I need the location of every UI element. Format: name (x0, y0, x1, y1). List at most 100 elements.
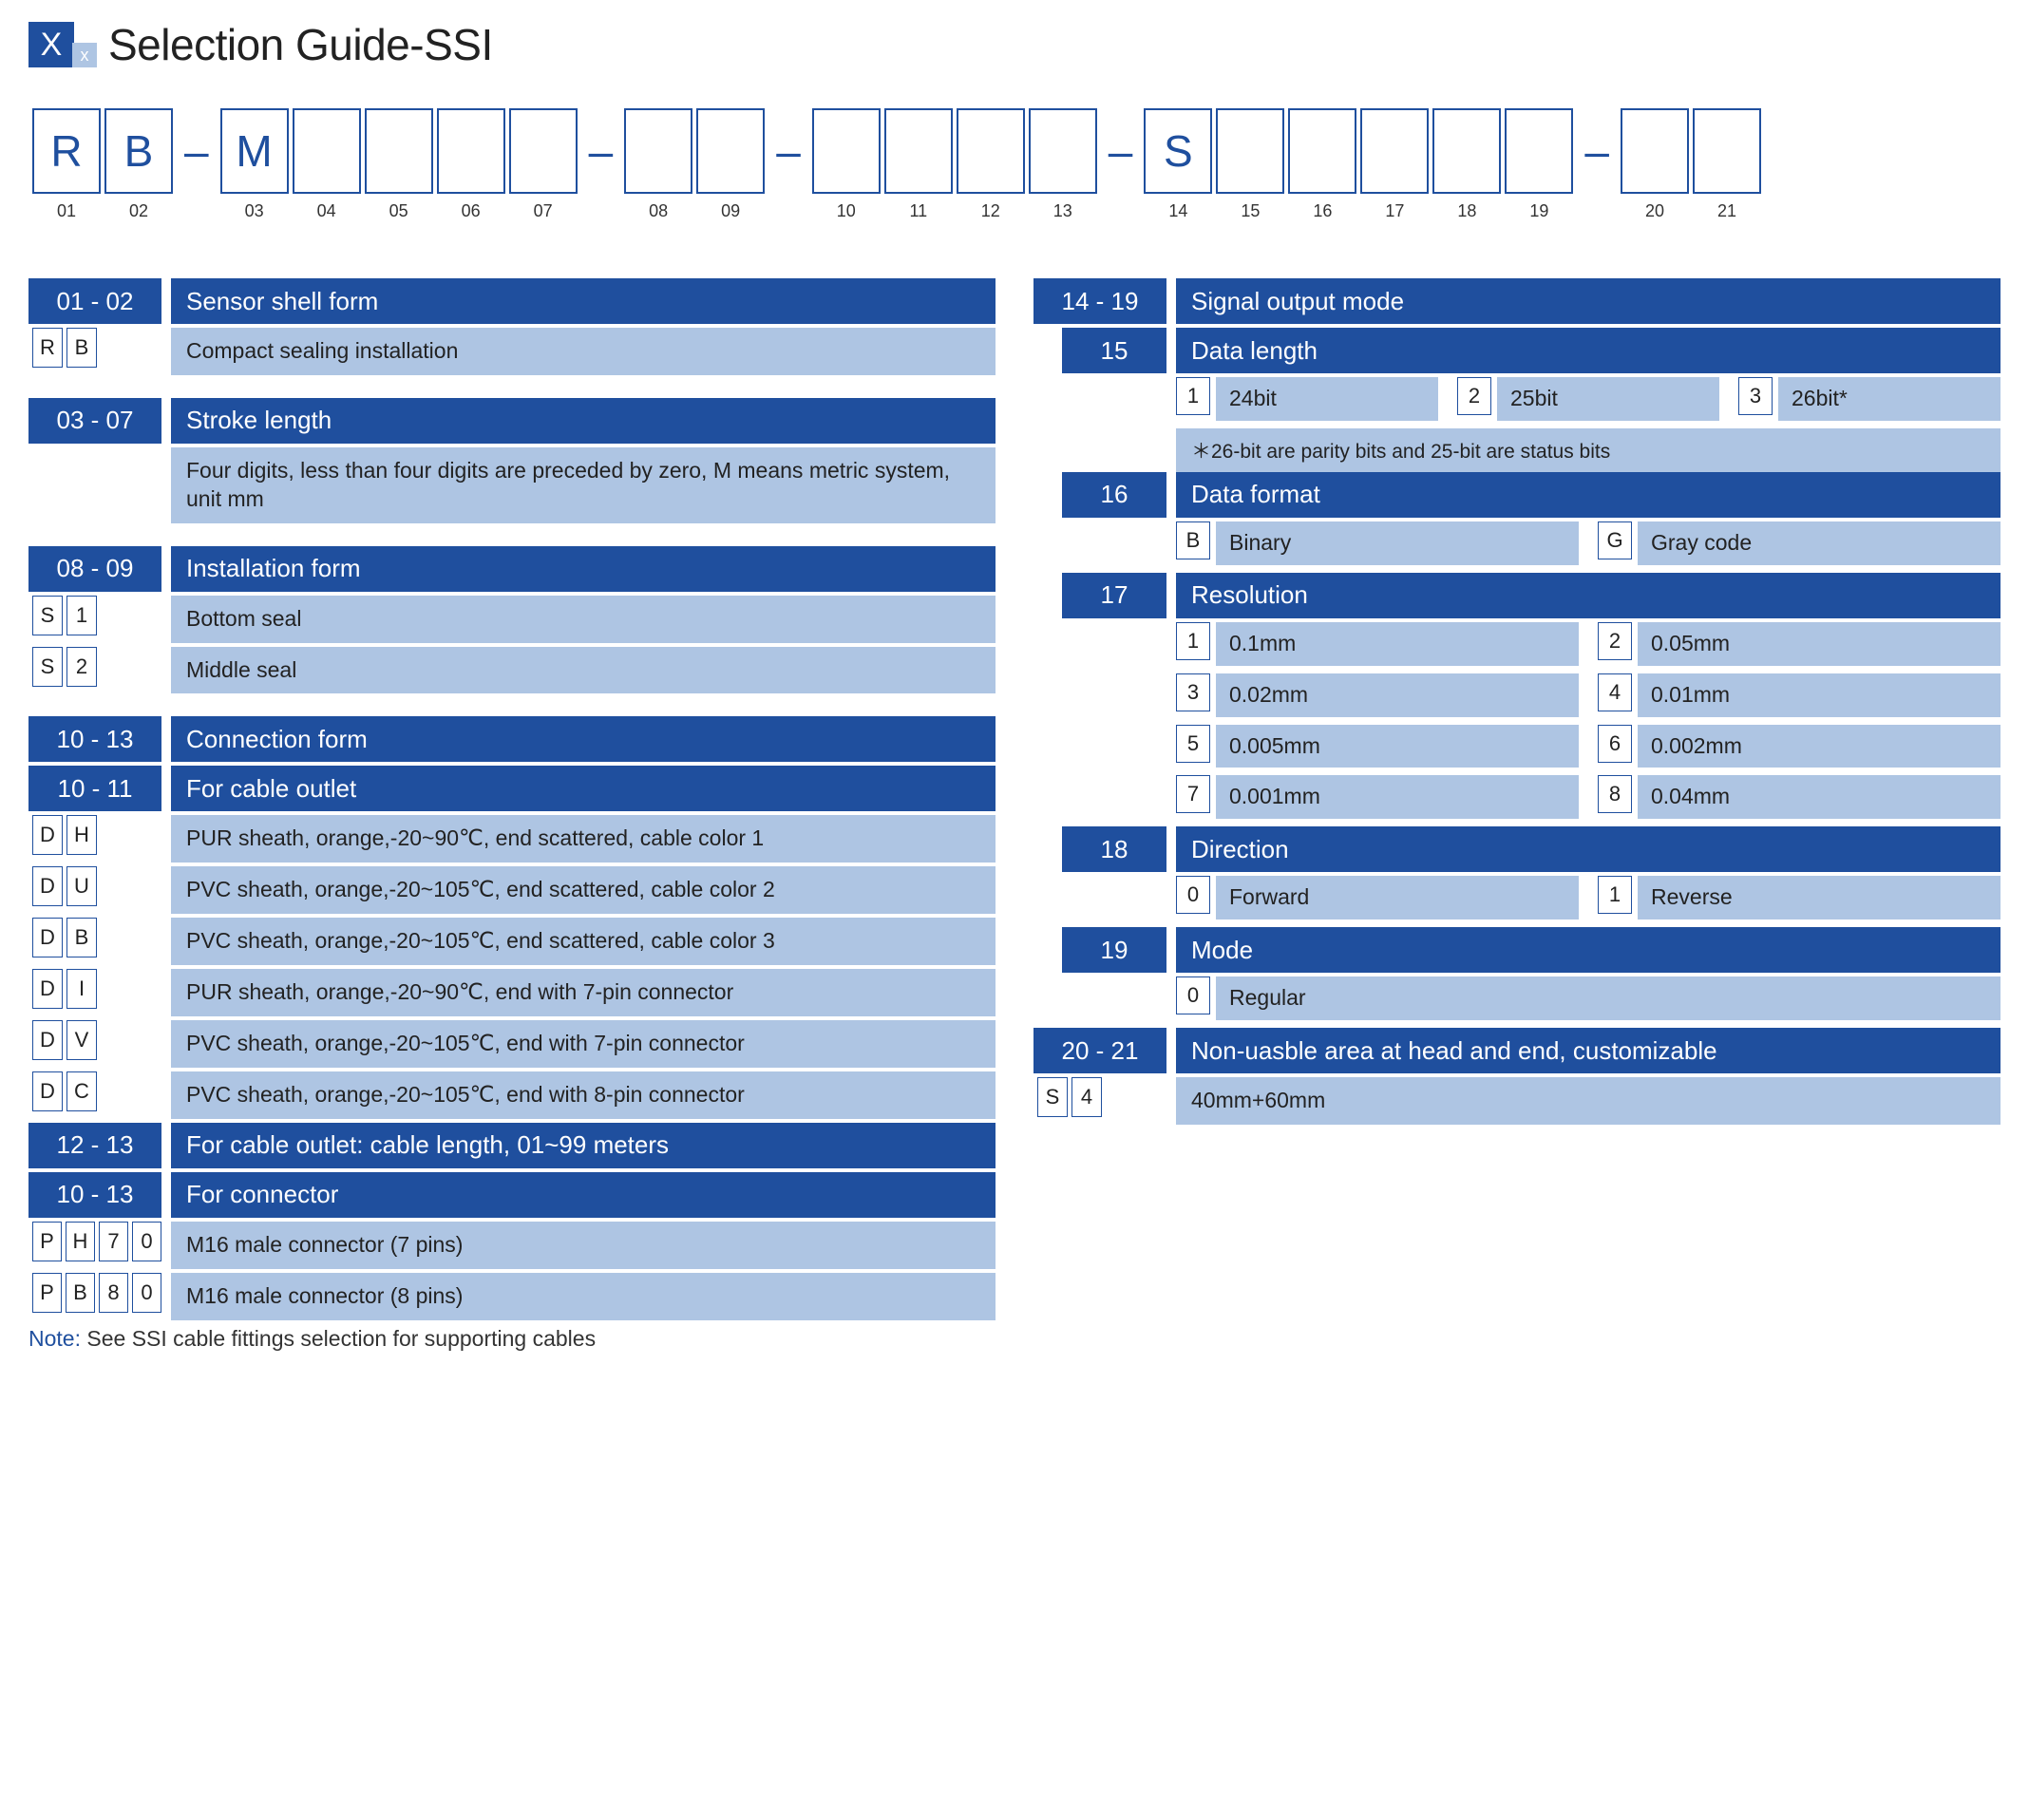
section-title: Connection form (171, 716, 996, 762)
code-box (1029, 108, 1097, 194)
option-item: 0Forward (1176, 876, 1579, 919)
code-cell: 13 (1029, 108, 1097, 221)
code-number: 20 (1645, 201, 1664, 221)
section-header: 12 - 13For cable outlet: cable length, 0… (28, 1123, 996, 1168)
code-char: P (32, 1273, 62, 1313)
section-title: For cable outlet (171, 766, 996, 811)
code-box (1360, 108, 1429, 194)
sub-tag: 19 (1062, 927, 1166, 973)
code-number: 19 (1529, 201, 1548, 221)
option-label: 0.1mm (1216, 622, 1579, 666)
code-box (884, 108, 953, 194)
code-number: 09 (721, 201, 740, 221)
section-header: 10 - 13Connection form (28, 716, 996, 762)
option-desc: M16 male connector (7 pins) (171, 1222, 996, 1269)
section-header: 03 - 07Stroke length (28, 398, 996, 444)
code-dash: – (1577, 108, 1617, 221)
option-desc: 40mm+60mm (1176, 1077, 2001, 1125)
option-desc: Compact sealing installation (171, 328, 996, 375)
code-number: 11 (909, 201, 927, 221)
options-grid: 10.1mm20.05mm30.02mm40.01mm50.005mm60.00… (1033, 622, 2001, 824)
code-cell: R01 (32, 108, 101, 221)
sub-title: Data length (1176, 328, 2001, 373)
code-boxes: S1 (28, 596, 161, 643)
option-code: 5 (1176, 725, 1210, 763)
option-label: 0.01mm (1638, 673, 2001, 717)
code-char: B (66, 1273, 95, 1313)
page-title: Selection Guide-SSI (108, 19, 493, 70)
code-box (1621, 108, 1689, 194)
code-number: 08 (649, 201, 668, 221)
code-char: 7 (99, 1222, 128, 1261)
code-char: H (66, 815, 97, 855)
option-label: Reverse (1638, 876, 2001, 919)
option-row: DHPUR sheath, orange,-20~90℃, end scatte… (28, 815, 996, 863)
section-tag: 14 - 19 (1033, 278, 1166, 324)
code-char: 8 (99, 1273, 128, 1313)
code-number: 01 (57, 201, 76, 221)
option-item: 225bit (1457, 377, 1719, 421)
option-row: DCPVC sheath, orange,-20~105℃, end with … (28, 1071, 996, 1119)
icon-small: x (72, 43, 97, 67)
section-tag: 10 - 11 (28, 766, 161, 811)
code-boxes: RB (28, 328, 161, 375)
code-char: D (32, 1071, 63, 1111)
sub-header: 17Resolution (1033, 573, 2001, 618)
option-item: 1Reverse (1598, 876, 2001, 919)
option-code: 1 (1598, 876, 1632, 914)
code-strip: R01B02–M0304050607–0809–10111213–S141516… (28, 108, 2001, 221)
code-number: 18 (1457, 201, 1476, 221)
option-row: S1Bottom seal (28, 596, 996, 643)
option-desc: PVC sheath, orange,-20~105℃, end scatter… (171, 918, 996, 965)
option-desc: PVC sheath, orange,-20~105℃, end scatter… (171, 866, 996, 914)
code-box (1288, 108, 1356, 194)
code-dash: – (768, 108, 808, 221)
code-cell: S14 (1144, 108, 1212, 221)
columns: 01 - 02Sensor shell formRBCompact sealin… (28, 278, 2001, 1352)
option-row: DVPVC sheath, orange,-20~105℃, end with … (28, 1020, 996, 1068)
code-cell: 15 (1216, 108, 1284, 221)
section-title: Stroke length (171, 398, 996, 444)
code-cell: 06 (437, 108, 505, 221)
code-char: 4 (1071, 1077, 1102, 1117)
option-item: 326bit* (1738, 377, 2001, 421)
code-box (293, 108, 361, 194)
code-cell: 09 (696, 108, 765, 221)
code-boxes: DB (28, 918, 161, 965)
code-char: D (32, 918, 63, 957)
code-number: 06 (462, 201, 481, 221)
code-dash: – (581, 108, 621, 221)
option-row: DUPVC sheath, orange,-20~105℃, end scatt… (28, 866, 996, 914)
option-code: 1 (1176, 377, 1210, 415)
section-title: Sensor shell form (171, 278, 996, 324)
section-header: 10 - 11For cable outlet (28, 766, 996, 811)
code-box (1505, 108, 1573, 194)
code-char: D (32, 969, 63, 1009)
option-label: 0.005mm (1216, 725, 1579, 768)
option-code: 7 (1176, 775, 1210, 813)
option-label: 24bit (1216, 377, 1438, 421)
code-number: 02 (129, 201, 148, 221)
section-tag: 12 - 13 (28, 1123, 161, 1168)
options-grid: 0Regular (1033, 976, 2001, 1024)
option-row: S440mm+60mm (1033, 1077, 2001, 1125)
option-item: 10.1mm (1176, 622, 1579, 666)
option-label: 0.001mm (1216, 775, 1579, 819)
option-code: 4 (1598, 673, 1632, 711)
option-item: BBinary (1176, 521, 1579, 565)
section-header: 08 - 09Installation form (28, 546, 996, 592)
code-cell: 19 (1505, 108, 1573, 221)
code-char: D (32, 866, 63, 906)
section-header: 14 - 19Signal output mode (1033, 278, 2001, 324)
code-char: C (66, 1071, 97, 1111)
code-number: 15 (1241, 201, 1260, 221)
option-row: PB80M16 male connector (8 pins) (28, 1273, 996, 1320)
code-cell: 17 (1360, 108, 1429, 221)
option-code: 3 (1738, 377, 1773, 415)
code-cell: 12 (957, 108, 1025, 221)
option-label: Binary (1216, 521, 1579, 565)
option-label: Forward (1216, 876, 1579, 919)
sub-tag: 16 (1062, 472, 1166, 518)
code-box (1693, 108, 1761, 194)
code-box (1216, 108, 1284, 194)
